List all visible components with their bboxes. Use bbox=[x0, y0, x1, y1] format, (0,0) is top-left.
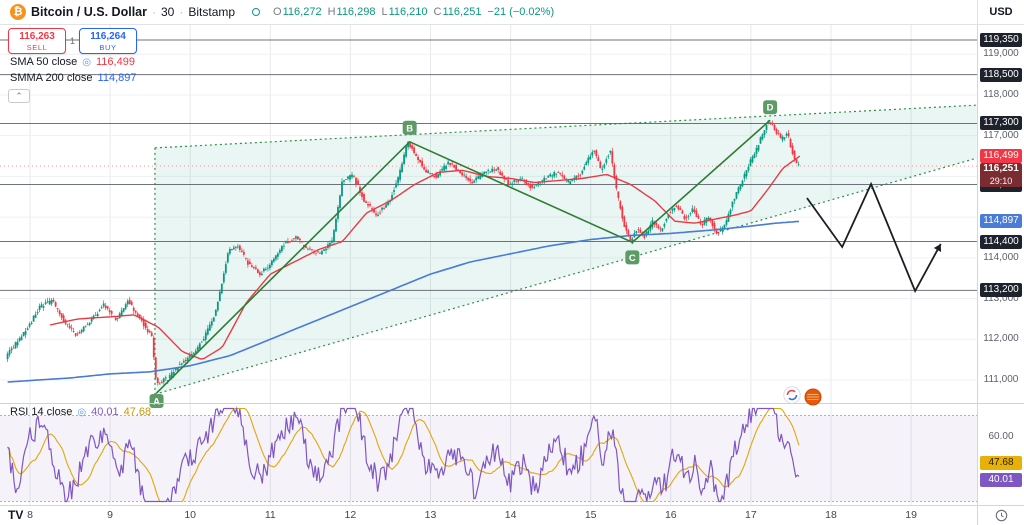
time-axis-label[interactable]: 18 bbox=[825, 509, 837, 521]
currency-label[interactable]: USD bbox=[989, 6, 1013, 18]
time-axis-label[interactable]: 9 bbox=[107, 509, 114, 521]
close-label: C bbox=[433, 6, 442, 18]
price-axis-label: 119,000 bbox=[983, 48, 1019, 60]
timezone-corner[interactable] bbox=[977, 505, 1024, 525]
price-axis-label: 118,500 bbox=[980, 67, 1022, 82]
lantern-emoji-icon[interactable] bbox=[804, 388, 822, 411]
change-readout: −21 (−0.02%) bbox=[487, 6, 555, 18]
price-axis-label: 40.01 bbox=[980, 472, 1022, 487]
sell-button[interactable]: 116,263 SELL bbox=[8, 28, 66, 54]
smma200-value: 114,897 bbox=[97, 72, 137, 84]
price-axis-label: 114,897 bbox=[980, 214, 1022, 229]
time-axis-label[interactable]: 10 bbox=[184, 509, 197, 521]
low-label: L bbox=[381, 6, 388, 18]
price-axis[interactable]: 119,000 118,000 117,000 114,000 113,000 112,0… bbox=[977, 25, 1024, 505]
price-axis-label: 119,350 bbox=[980, 33, 1022, 47]
price-axis-label: 113,200 bbox=[980, 283, 1022, 298]
exchange-label[interactable]: Bitstamp bbox=[188, 5, 236, 19]
price-axis-label: 47.68 bbox=[980, 456, 1022, 471]
chart-header: ₿ Bitcoin / U.S. Dollar · 30 · Bitstamp … bbox=[0, 0, 1024, 25]
indicator-eye-icon[interactable]: ◎ bbox=[77, 406, 87, 418]
rsi-smoothed-value: 47.68 bbox=[123, 406, 152, 418]
separator-dot: · bbox=[179, 5, 184, 19]
buy-price: 116,264 bbox=[90, 30, 126, 42]
price-axis-label: 60.00 bbox=[988, 431, 1014, 442]
chart-stage: A B C D 116,263 SELL 1 116,264 BUY SMA 50 c… bbox=[0, 25, 1024, 525]
price-axis-labels: 119,000 118,000 117,000 114,000 113,000 112,0… bbox=[978, 25, 1024, 505]
price-chart-canvas[interactable]: A B C D bbox=[0, 25, 1024, 525]
price-axis-label: 113,000 bbox=[983, 292, 1019, 304]
rsi-name: RSI 14 close bbox=[10, 406, 73, 418]
symbol-title[interactable]: Bitcoin / U.S. Dollar bbox=[31, 5, 147, 19]
open-label: O bbox=[273, 6, 282, 18]
svg-text:B: B bbox=[406, 123, 413, 134]
time-axis-label[interactable]: 11 bbox=[264, 509, 276, 521]
symbol-group: ₿ Bitcoin / U.S. Dollar · 30 · Bitstamp … bbox=[10, 4, 554, 20]
svg-text:A: A bbox=[153, 397, 160, 408]
currency-toggle[interactable]: USD bbox=[977, 0, 1024, 24]
bitcoin-icon: ₿ bbox=[10, 4, 26, 20]
pane-separator[interactable] bbox=[0, 403, 1024, 404]
low-value: 116,210 bbox=[388, 6, 428, 18]
indicator-sma50[interactable]: SMA 50 close ◎ 116,499 bbox=[10, 56, 135, 68]
arrows-emoji-icon[interactable] bbox=[783, 386, 801, 409]
indicator-rsi[interactable]: RSI 14 close ◎ 40.01 47.68 bbox=[10, 406, 151, 418]
interval-label[interactable]: 30 bbox=[161, 5, 175, 19]
separator-dot: · bbox=[152, 5, 156, 19]
open-value: 116,272 bbox=[282, 6, 322, 18]
ohlc-readout: O 116,272 H 116,298 L 116,210 C 116,251 −21 … bbox=[267, 6, 554, 18]
buy-label: BUY bbox=[99, 42, 117, 52]
high-value: 116,298 bbox=[336, 6, 376, 18]
last-price-badge: 116,251 29:10 bbox=[980, 163, 1022, 188]
indicator-eye-icon[interactable]: ◎ bbox=[82, 56, 91, 68]
sell-label: SELL bbox=[26, 42, 48, 52]
sell-price: 116,263 bbox=[19, 30, 55, 42]
buy-button[interactable]: 116,264 BUY bbox=[79, 28, 138, 54]
rsi-value: 40.01 bbox=[91, 406, 119, 418]
svg-text:D: D bbox=[767, 103, 774, 114]
sma50-name: SMA 50 close bbox=[10, 56, 78, 68]
price-axis-label: 117,300 bbox=[980, 116, 1022, 131]
collapse-indicators-button[interactable]: ⌃ bbox=[8, 89, 30, 103]
time-axis[interactable]: 8 9 10 11 12 13 14 15 16 17 18 19 TV bbox=[0, 505, 1024, 525]
time-axis-label[interactable]: 13 bbox=[424, 509, 437, 521]
time-axis-label[interactable]: 14 bbox=[504, 509, 517, 521]
trade-panel: 116,263 SELL 1 116,264 BUY bbox=[8, 28, 138, 54]
indicator-smma200[interactable]: SMMA 200 close 114,897 bbox=[10, 72, 137, 84]
price-axis-label: 112,000 bbox=[983, 333, 1019, 345]
price-axis-label: 118,000 bbox=[983, 88, 1019, 100]
tradingview-logo[interactable]: TV bbox=[8, 508, 24, 522]
time-axis-label[interactable]: 17 bbox=[745, 509, 757, 521]
smma200-name: SMMA 200 close bbox=[10, 72, 93, 84]
svg-text:C: C bbox=[629, 253, 636, 264]
time-axis-label[interactable]: 15 bbox=[584, 509, 597, 521]
close-value: 116,251 bbox=[442, 6, 482, 18]
status-dot-icon bbox=[252, 8, 261, 16]
sma50-value: 116,499 bbox=[96, 56, 135, 68]
price-axis-label: 111,000 bbox=[983, 373, 1019, 385]
time-axis-label[interactable]: 12 bbox=[344, 509, 357, 521]
time-axis-label[interactable]: 16 bbox=[664, 509, 677, 521]
time-axis-label[interactable]: 8 bbox=[27, 509, 33, 521]
price-axis-label: 114,400 bbox=[980, 234, 1022, 249]
price-axis-label: 117,000 bbox=[983, 129, 1019, 141]
price-axis-label: 116,499 bbox=[980, 149, 1022, 164]
time-axis-label[interactable]: 19 bbox=[905, 509, 917, 521]
price-axis-label: 114,000 bbox=[983, 251, 1019, 263]
spread-value: 1 bbox=[70, 36, 76, 46]
clock-icon bbox=[995, 509, 1007, 522]
high-label: H bbox=[327, 6, 336, 18]
